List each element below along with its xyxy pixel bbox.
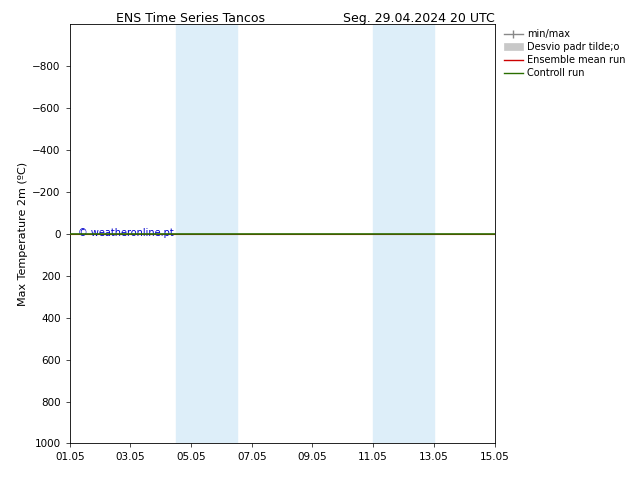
Text: © weatheronline.pt: © weatheronline.pt xyxy=(78,228,174,238)
Y-axis label: Max Temperature 2m (ºC): Max Temperature 2m (ºC) xyxy=(18,162,28,306)
Text: Seg. 29.04.2024 20 UTC: Seg. 29.04.2024 20 UTC xyxy=(342,12,495,25)
Legend: min/max, Desvio padr tilde;o, Ensemble mean run, Controll run: min/max, Desvio padr tilde;o, Ensemble m… xyxy=(503,29,626,78)
Text: ENS Time Series Tancos: ENS Time Series Tancos xyxy=(115,12,265,25)
Bar xyxy=(176,24,236,443)
Bar xyxy=(373,24,434,443)
